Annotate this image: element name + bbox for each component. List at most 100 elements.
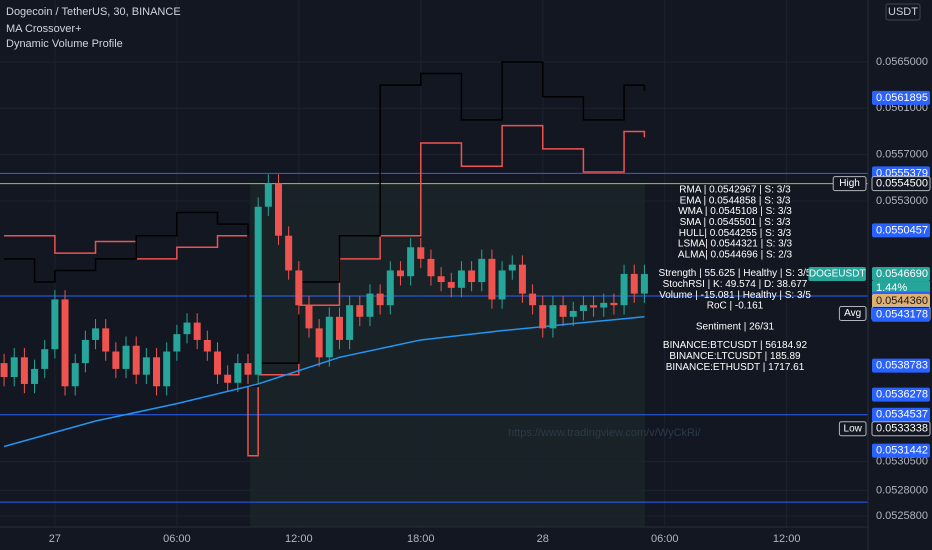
candle-body (335, 316, 343, 340)
indicator-readout: RMA | 0.0542967 | S: 3/3 (679, 185, 791, 196)
candle-body (386, 270, 394, 306)
y-tick-label: 0.0525800 (876, 510, 928, 522)
x-tick-label: 06:00 (163, 533, 191, 545)
candle-body (437, 276, 445, 283)
y-tick-label: 0.0530500 (876, 455, 928, 467)
price-label: 0.0543178 (876, 309, 928, 321)
indicator-name: MA Crossover+ (6, 23, 82, 35)
price-label: 0.0550457 (876, 224, 928, 236)
candle-body (579, 305, 587, 311)
candle-body (173, 334, 181, 352)
indicator-readout: ALMA| 0.0544696 | S: 2/3 (678, 249, 793, 260)
candle-body (142, 357, 150, 375)
indicator-readout: Strength | 55.625 | Healthy | S: 3/5 (659, 268, 812, 279)
candle-body (81, 339, 89, 364)
candle-body (315, 328, 323, 358)
x-tick-label: 18:00 (407, 533, 435, 545)
candle-body (92, 328, 100, 340)
candle-body (488, 258, 496, 300)
indicator-readout: RoC | -0.161 (707, 301, 764, 312)
candle-body (10, 357, 18, 378)
candle-body (518, 264, 526, 294)
candle-body (264, 183, 272, 207)
price-label: 0.0536278 (876, 389, 928, 401)
axes: 0.0565000 0.0561000 0.0557000 0.0553000 0.05… (49, 56, 928, 545)
candle-body (71, 363, 79, 387)
candle-body (356, 305, 364, 317)
candle-body (610, 302, 618, 306)
candle-body (478, 258, 486, 283)
indicator-readout: EMA | 0.0544858 | S: 3/3 (680, 195, 791, 206)
price-label-box (871, 176, 931, 192)
indicator-line (4, 124, 646, 457)
price-label: 0.0554500 (876, 177, 928, 189)
indicator-readout: SMA | 0.0545501 | S: 3/3 (680, 217, 791, 228)
y-tick-label: 0.0561000 (876, 102, 928, 114)
candle-body (285, 235, 293, 271)
currency-box[interactable] (885, 3, 921, 21)
price-label: 0.0534537 (876, 409, 928, 421)
price-tag: Low (844, 423, 863, 434)
price-label-box (872, 358, 930, 373)
candle-body (529, 293, 537, 306)
candle-body (376, 293, 384, 306)
price-tag: Avg (844, 308, 861, 319)
candle-body (366, 293, 374, 317)
indicator-readout: BINANCE:BTCUSDT | 56184.92 (663, 340, 808, 351)
candle-body (417, 247, 425, 259)
y-tick-label: 0.0557000 (876, 149, 928, 161)
candle-body (31, 368, 39, 384)
price-label-box (872, 90, 930, 105)
candle-body (640, 274, 648, 294)
candle-body (498, 270, 506, 300)
price-label-box (872, 223, 930, 238)
candle-body (407, 247, 415, 277)
indicator-readout: Volume | -15.081 | Healthy | S: 3/5 (659, 290, 811, 301)
candle-body (254, 206, 262, 375)
indicator-readout: Sentiment | 26/31 (696, 321, 775, 332)
candle-body (447, 282, 455, 288)
price-label: 0.0546690 (876, 268, 928, 280)
y-tick-label: 0.0565000 (876, 56, 928, 68)
indicator-readout: HULL| 0.0544255 | S: 3/3 (679, 228, 792, 239)
price-label: 0.0561895 (876, 92, 928, 104)
candle-body (214, 351, 222, 375)
price-label-box (872, 267, 930, 282)
price-label: 0.0533338 (876, 423, 928, 435)
price-tag: High (839, 178, 860, 189)
candle-body (51, 299, 59, 350)
x-tick-label: 12:00 (285, 533, 313, 545)
candle-body (163, 351, 171, 387)
symbol-title: Dogecoin / TetherUS, 30, BINANCE (6, 6, 181, 18)
x-tick-label: 28 (537, 533, 549, 545)
candle-body (153, 357, 161, 387)
price-label-box (872, 443, 930, 458)
indicator-readout: BINANCE:LTCUSDT | 185.89 (669, 351, 801, 362)
candle-body (427, 258, 435, 277)
indicator-name: Dynamic Volume Profile (6, 38, 123, 50)
price-label: 0.0531442 (876, 445, 928, 457)
candle-body (132, 345, 140, 375)
candle-body (234, 363, 242, 383)
candle-body (457, 270, 465, 288)
currency-label[interactable]: USDT (888, 6, 918, 18)
x-tick-label: 12:00 (773, 533, 801, 545)
candle-body (325, 316, 333, 358)
candle-body (183, 322, 191, 335)
indicator-readout: StochRSI | K: 49.574 | D: 38.677 (663, 279, 808, 290)
indicator-readout: LSMA| 0.0544321 | S: 3/3 (678, 239, 793, 250)
candle-body (569, 310, 577, 317)
price-tag-box (838, 306, 867, 322)
volume-profile-area (250, 183, 645, 527)
price-label-box (872, 407, 930, 422)
candle-body (0, 363, 8, 378)
price-label-box (871, 421, 931, 437)
price-label: 0.0538783 (876, 360, 928, 372)
candle-body (112, 351, 120, 369)
candle-body (224, 374, 232, 383)
candle-body (61, 299, 69, 387)
candle-body (295, 270, 303, 306)
candle-body (539, 305, 547, 329)
price-tag-box (838, 421, 867, 437)
